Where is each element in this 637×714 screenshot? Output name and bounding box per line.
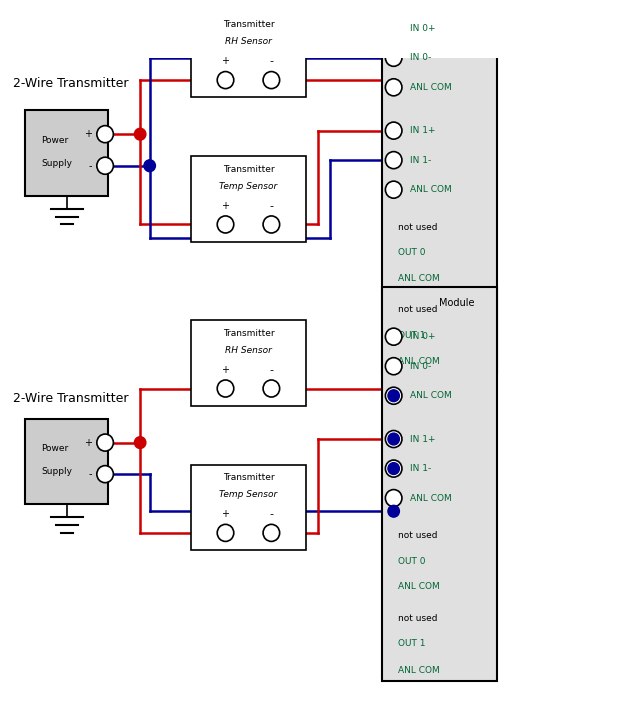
Circle shape	[217, 524, 234, 541]
Text: +: +	[222, 365, 229, 375]
Circle shape	[388, 433, 399, 445]
Text: Transmitter: Transmitter	[222, 473, 275, 482]
Circle shape	[385, 328, 402, 345]
Text: ANL COM: ANL COM	[398, 357, 440, 366]
Circle shape	[134, 437, 146, 448]
Text: ANL COM: ANL COM	[398, 665, 440, 675]
Circle shape	[217, 216, 234, 233]
Text: -: -	[89, 161, 92, 171]
Text: Supply: Supply	[41, 159, 73, 168]
Circle shape	[385, 490, 402, 507]
Circle shape	[97, 434, 113, 451]
Text: OUT 0: OUT 0	[398, 557, 426, 565]
FancyBboxPatch shape	[25, 110, 108, 196]
Circle shape	[388, 390, 399, 402]
Text: -: -	[269, 201, 273, 211]
Circle shape	[263, 380, 280, 397]
Text: +: +	[222, 509, 229, 519]
Circle shape	[97, 466, 113, 483]
FancyBboxPatch shape	[191, 12, 306, 97]
Circle shape	[385, 151, 402, 169]
Circle shape	[385, 358, 402, 375]
Text: IN 1-: IN 1-	[410, 156, 431, 165]
Circle shape	[134, 129, 146, 140]
Circle shape	[388, 463, 399, 475]
Text: -: -	[269, 365, 273, 375]
Text: OUT 0: OUT 0	[398, 248, 426, 257]
Text: Temp Sensor: Temp Sensor	[219, 181, 278, 191]
Circle shape	[385, 49, 402, 66]
Text: ANL COM: ANL COM	[410, 391, 452, 401]
Text: 2-Wire Transmitter: 2-Wire Transmitter	[13, 393, 128, 406]
Circle shape	[385, 79, 402, 96]
Text: -: -	[89, 469, 92, 479]
Text: 2-Wire Transmitter: 2-Wire Transmitter	[13, 77, 128, 91]
Text: ANL COM: ANL COM	[410, 83, 452, 92]
Text: IN 0+: IN 0+	[410, 24, 435, 33]
FancyBboxPatch shape	[191, 465, 306, 550]
Text: +: +	[84, 129, 92, 139]
Text: RH Sensor: RH Sensor	[225, 346, 272, 355]
Text: RH Sensor: RH Sensor	[225, 37, 272, 46]
FancyBboxPatch shape	[191, 156, 306, 241]
Text: Power: Power	[41, 136, 69, 145]
Circle shape	[263, 71, 280, 89]
Circle shape	[217, 380, 234, 397]
Circle shape	[144, 160, 155, 171]
Circle shape	[385, 460, 402, 477]
Text: Module: Module	[439, 298, 475, 308]
Text: Transmitter: Transmitter	[222, 164, 275, 174]
Text: -: -	[269, 509, 273, 519]
Text: ANL COM: ANL COM	[398, 273, 440, 283]
FancyBboxPatch shape	[382, 0, 497, 373]
Text: IN 0-: IN 0-	[410, 362, 431, 371]
Circle shape	[97, 126, 113, 143]
Text: IN 1-: IN 1-	[410, 464, 431, 473]
Circle shape	[217, 71, 234, 89]
FancyBboxPatch shape	[25, 418, 108, 504]
Text: ANL COM: ANL COM	[410, 185, 452, 194]
Text: ANL COM: ANL COM	[398, 582, 440, 591]
Text: IN 0-: IN 0-	[410, 54, 431, 62]
Circle shape	[263, 216, 280, 233]
Text: not used: not used	[398, 614, 438, 623]
Text: OUT 1: OUT 1	[398, 639, 426, 648]
Circle shape	[388, 506, 399, 517]
Text: Transmitter: Transmitter	[222, 20, 275, 29]
Circle shape	[385, 181, 402, 198]
Circle shape	[97, 157, 113, 174]
Text: IN 1+: IN 1+	[410, 126, 435, 135]
Text: ANL COM: ANL COM	[410, 493, 452, 503]
Text: not used: not used	[398, 306, 438, 314]
Circle shape	[385, 20, 402, 37]
Text: +: +	[222, 56, 229, 66]
Text: Power: Power	[41, 444, 69, 453]
Text: IN 0+: IN 0+	[410, 332, 435, 341]
Text: OUT 1: OUT 1	[398, 331, 426, 340]
FancyBboxPatch shape	[191, 321, 306, 406]
FancyBboxPatch shape	[382, 288, 497, 681]
Text: IN 1+: IN 1+	[410, 435, 435, 443]
Text: not used: not used	[398, 531, 438, 540]
Text: not used: not used	[398, 223, 438, 231]
Circle shape	[385, 122, 402, 139]
Circle shape	[385, 431, 402, 448]
Text: +: +	[222, 201, 229, 211]
Text: +: +	[84, 438, 92, 448]
Text: Temp Sensor: Temp Sensor	[219, 490, 278, 499]
Text: -: -	[269, 56, 273, 66]
Text: Transmitter: Transmitter	[222, 328, 275, 338]
Circle shape	[385, 387, 402, 404]
Circle shape	[263, 524, 280, 541]
Text: Supply: Supply	[41, 467, 73, 476]
